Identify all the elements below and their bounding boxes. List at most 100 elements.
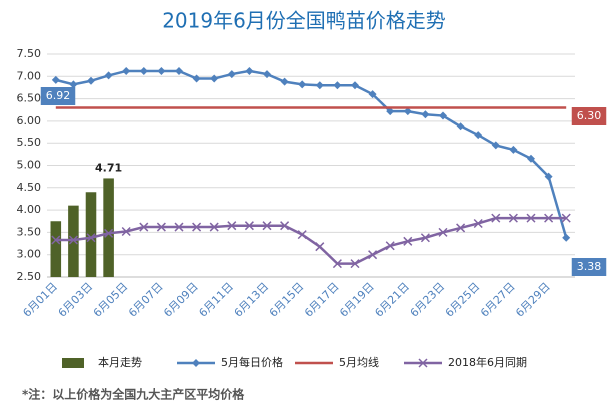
x-tick-label: 6月19日 [337, 280, 377, 320]
marker [298, 80, 307, 89]
legend-label: 5月每日价格 [221, 355, 283, 369]
marker [386, 107, 395, 116]
x-tick-label: 6月25日 [443, 280, 483, 320]
y-tick-label: 3.00 [17, 248, 42, 261]
x-tick-label: 6月21日 [372, 280, 412, 320]
data-label: 3.38 [577, 260, 602, 273]
x-tick-label: 6月17日 [302, 280, 342, 320]
marker [456, 223, 466, 233]
marker [156, 222, 166, 232]
marker [315, 81, 324, 90]
marker [332, 259, 342, 269]
x-tick-label: 6月03日 [56, 280, 96, 320]
marker [209, 222, 219, 232]
footnote: *注：以上价格为全国九大主产区平均价格 [22, 387, 245, 402]
marker [456, 122, 465, 131]
marker [509, 145, 518, 154]
data-label-box [571, 258, 607, 276]
marker [227, 221, 237, 231]
line [55, 216, 567, 265]
legend-label: 5月均线 [339, 355, 379, 369]
marker [438, 227, 448, 237]
chart-title: 2019年6月份全国鸭苗价格走势 [162, 9, 446, 33]
marker [403, 236, 413, 246]
x-tick-label: 6月11日 [196, 280, 236, 320]
x-tick-label: 6月05日 [91, 280, 131, 320]
bar [50, 221, 62, 277]
marker [139, 66, 148, 75]
marker [192, 359, 200, 367]
marker [333, 81, 342, 90]
marker [439, 111, 447, 120]
bar [103, 178, 114, 277]
marker [139, 222, 149, 232]
marker [368, 250, 378, 260]
marker [227, 70, 236, 79]
x-tick-label: 6月01日 [20, 280, 60, 320]
marker [561, 213, 571, 223]
y-tick-label: 4.50 [17, 181, 42, 194]
x-tick-label: 6月09日 [161, 280, 201, 320]
y-tick-label: 5.00 [17, 159, 42, 172]
line [55, 69, 568, 239]
marker [86, 233, 96, 243]
marker [104, 71, 113, 80]
data-label: 6.30 [577, 109, 602, 122]
x-tick-label: 6月07日 [126, 280, 166, 320]
data-label-box [571, 107, 607, 125]
data-label-box [40, 87, 76, 105]
y-tick-label: 5.50 [17, 136, 42, 149]
marker [87, 76, 95, 85]
y-tick-label: 4.00 [17, 203, 42, 216]
x-tick-label: 6月29日 [513, 280, 553, 320]
marker [280, 77, 289, 86]
marker [210, 74, 219, 83]
marker [421, 110, 430, 119]
marker [526, 213, 536, 223]
marker [262, 221, 272, 231]
bar [68, 205, 79, 277]
marker [473, 218, 483, 229]
data-label: 4.71 [95, 161, 122, 174]
marker [350, 259, 360, 269]
marker [51, 235, 61, 245]
marker [544, 172, 553, 181]
marker [121, 226, 131, 237]
legend-swatch [62, 358, 84, 368]
marker [104, 228, 114, 238]
marker [418, 358, 428, 368]
x-tick-label: 6月13日 [232, 280, 272, 320]
marker [68, 235, 78, 245]
marker [263, 70, 271, 79]
marker [245, 66, 254, 75]
marker [474, 131, 483, 140]
marker [297, 230, 307, 240]
marker [562, 233, 571, 242]
marker [385, 241, 395, 251]
marker [527, 154, 535, 163]
x-tick-label: 6月23日 [408, 280, 448, 320]
marker [244, 221, 254, 231]
data-label: 6.92 [46, 89, 71, 102]
y-tick-label: 3.50 [17, 225, 42, 238]
marker [508, 213, 518, 223]
y-tick-label: 2.50 [17, 270, 42, 283]
marker [280, 221, 290, 231]
marker [174, 222, 184, 232]
marker [491, 213, 501, 223]
marker [420, 233, 430, 243]
marker [69, 80, 78, 89]
marker [51, 75, 60, 84]
y-tick-label: 6.50 [17, 92, 42, 105]
y-tick-label: 6.00 [17, 114, 42, 127]
marker [315, 242, 325, 252]
marker [544, 213, 554, 223]
marker [157, 66, 166, 75]
marker [122, 66, 131, 75]
legend-label: 本月走势 [98, 355, 142, 369]
x-tick-label: 6月15日 [267, 280, 307, 320]
marker [192, 222, 202, 232]
x-tick-label: 6月27日 [478, 280, 518, 320]
marker [491, 141, 500, 150]
